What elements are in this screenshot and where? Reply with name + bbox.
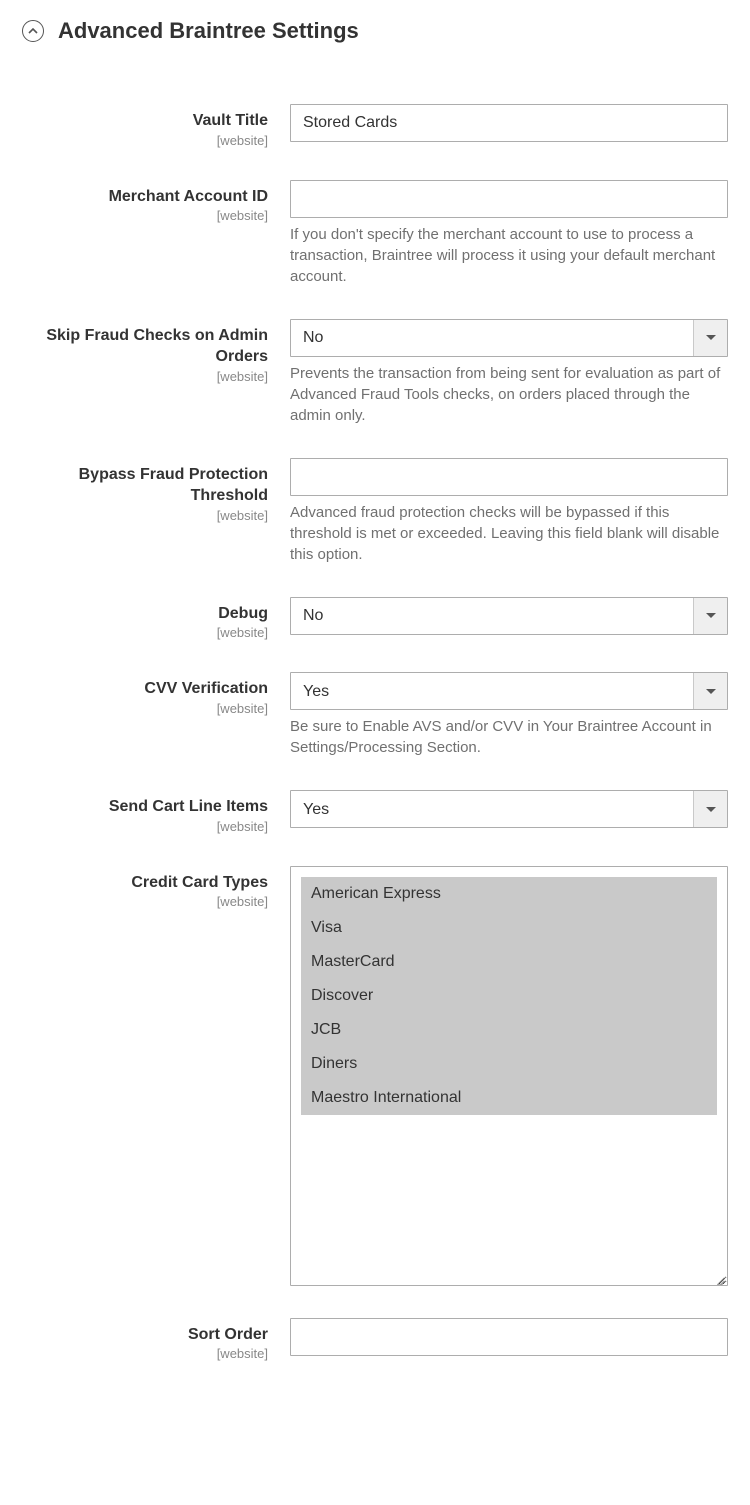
sort-order-input[interactable] [290,1318,728,1356]
merchant-account-id-input[interactable] [290,180,728,218]
scope-label: [website] [22,894,268,909]
field-label: Merchant Account ID [22,186,268,208]
field-label: Skip Fraud Checks on Admin Orders [22,325,268,368]
row-debug: Debug [website] NoYes [22,597,728,641]
send-cart-line-items-select[interactable]: YesNo [290,790,728,828]
field-label: CVV Verification [22,678,268,700]
debug-select[interactable]: NoYes [290,597,728,635]
vault-title-input[interactable] [290,104,728,142]
field-label: Sort Order [22,1324,268,1346]
field-label: Vault Title [22,110,268,132]
label-col: Send Cart Line Items [website] [22,790,290,834]
row-skip-fraud-checks: Skip Fraud Checks on Admin Orders [websi… [22,319,728,426]
label-col: Vault Title [website] [22,104,290,148]
control-col: YesNo [290,790,728,828]
label-col: Credit Card Types [website] [22,866,290,910]
field-label: Debug [22,603,268,625]
multiselect-option[interactable]: JCB [301,1013,717,1047]
skip-fraud-checks-select[interactable]: NoYes [290,319,728,357]
settings-page: Advanced Braintree Settings Vault Title … [0,0,750,1401]
help-text: Prevents the transaction from being sent… [290,363,728,426]
row-cvv-verification: CVV Verification [website] YesNo Be sure… [22,672,728,758]
field-label: Send Cart Line Items [22,796,268,818]
section-header[interactable]: Advanced Braintree Settings [22,18,728,44]
scope-label: [website] [22,625,268,640]
help-text: Be sure to Enable AVS and/or CVV in Your… [290,716,728,758]
label-col: Debug [website] [22,597,290,641]
multiselect-option[interactable]: Visa [301,911,717,945]
control-col: If you don't specify the merchant accoun… [290,180,728,287]
row-credit-card-types: Credit Card Types [website] American Exp… [22,866,728,1286]
label-col: Skip Fraud Checks on Admin Orders [websi… [22,319,290,384]
cvv-verification-select[interactable]: YesNo [290,672,728,710]
scope-label: [website] [22,508,268,523]
label-col: CVV Verification [website] [22,672,290,716]
collapse-chevron-up-icon[interactable] [22,20,44,42]
multiselect-option[interactable]: MasterCard [301,945,717,979]
bypass-fraud-threshold-input[interactable] [290,458,728,496]
help-text: If you don't specify the merchant accoun… [290,224,728,287]
send-cart-line-items-select-wrap: YesNo [290,790,728,828]
scope-label: [website] [22,208,268,223]
scope-label: [website] [22,369,268,384]
row-sort-order: Sort Order [website] [22,1318,728,1362]
help-text: Advanced fraud protection checks will be… [290,502,728,565]
row-vault-title: Vault Title [website] [22,104,728,148]
label-col: Sort Order [website] [22,1318,290,1362]
control-col: Advanced fraud protection checks will be… [290,458,728,565]
multiselect-option[interactable]: Diners [301,1047,717,1081]
skip-fraud-checks-select-wrap: NoYes [290,319,728,357]
row-bypass-fraud-threshold: Bypass Fraud Protection Threshold [websi… [22,458,728,565]
resize-handle-icon [713,1271,725,1283]
scope-label: [website] [22,133,268,148]
scope-label: [website] [22,1346,268,1361]
label-col: Merchant Account ID [website] [22,180,290,224]
debug-select-wrap: NoYes [290,597,728,635]
multiselect-option[interactable]: Maestro International [301,1081,717,1115]
credit-card-types-multiselect[interactable]: American ExpressVisaMasterCardDiscoverJC… [290,866,728,1286]
control-col [290,1318,728,1356]
scope-label: [website] [22,819,268,834]
label-col: Bypass Fraud Protection Threshold [websi… [22,458,290,523]
multiselect-option[interactable]: Discover [301,979,717,1013]
field-label: Credit Card Types [22,872,268,894]
field-label: Bypass Fraud Protection Threshold [22,464,268,507]
multiselect-option[interactable]: American Express [301,877,717,911]
scope-label: [website] [22,701,268,716]
row-merchant-account-id: Merchant Account ID [website] If you don… [22,180,728,287]
control-col: American ExpressVisaMasterCardDiscoverJC… [290,866,728,1286]
control-col [290,104,728,142]
control-col: YesNo Be sure to Enable AVS and/or CVV i… [290,672,728,758]
cvv-verification-select-wrap: YesNo [290,672,728,710]
control-col: NoYes Prevents the transaction from bein… [290,319,728,426]
control-col: NoYes [290,597,728,635]
row-send-cart-line-items: Send Cart Line Items [website] YesNo [22,790,728,834]
section-title: Advanced Braintree Settings [58,18,359,44]
